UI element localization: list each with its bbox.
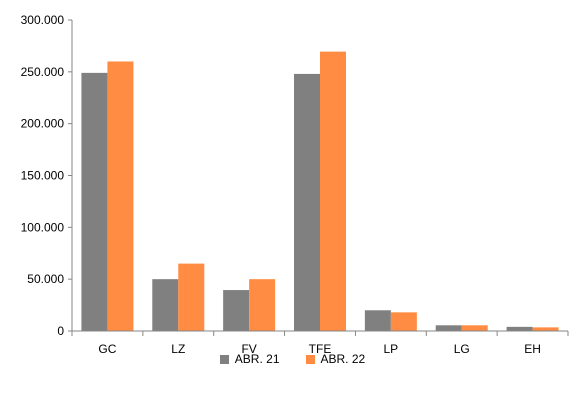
x-axis-labels: GC LZ FV TFE LP LG EH <box>98 342 540 356</box>
x-tick-label: GC <box>98 342 116 356</box>
bar-lz-abr-21 <box>152 279 179 331</box>
bar-fv-abr-21 <box>223 290 250 331</box>
bar-tfe-abr-21 <box>294 73 320 331</box>
bar-lg-abr-21 <box>435 325 462 331</box>
x-tick-label: TFE <box>309 342 332 356</box>
bar-lg-abr-22 <box>461 325 488 331</box>
y-tick-label: 0 <box>57 324 64 338</box>
bar-lz-abr-22 <box>178 263 205 331</box>
y-tick-label: 150.000 <box>21 169 65 183</box>
legend-swatch-abr-22 <box>305 354 315 364</box>
y-tick-label: 200.000 <box>21 117 65 131</box>
bar-lp-abr-21 <box>364 310 391 331</box>
legend-item-abr-22: ABR. 22 <box>305 352 366 366</box>
y-tick-label: 250.000 <box>21 65 65 79</box>
x-tick-label: LZ <box>171 342 185 356</box>
bar-gc-abr-21 <box>81 72 108 332</box>
bar-tfe-abr-22 <box>320 51 346 331</box>
x-tick-label: EH <box>524 342 541 356</box>
y-tick-label: 300.000 <box>21 13 65 27</box>
y-tick-label: 100.000 <box>21 220 65 234</box>
legend-label-abr-22: ABR. 22 <box>320 352 366 366</box>
legend: ABR. 21 ABR. 22 <box>0 352 585 366</box>
axes <box>71 20 569 336</box>
y-axis-ticks: 0 50.000 100.000 150.000 200.000 250.000 300.0… <box>21 13 72 338</box>
bar-eh-abr-21 <box>506 326 533 331</box>
legend-label-abr-21: ABR. 21 <box>234 352 280 366</box>
bar-gc-abr-22 <box>107 61 134 331</box>
y-tick-label: 50.000 <box>27 272 64 286</box>
bars <box>81 51 559 332</box>
x-tick-label: FV <box>241 342 256 356</box>
bar-eh-abr-22 <box>532 327 559 331</box>
legend-swatch-abr-21 <box>219 354 229 364</box>
bar-fv-abr-22 <box>249 279 276 331</box>
x-tick-label: LP <box>384 342 399 356</box>
legend-item-abr-21: ABR. 21 <box>219 352 280 366</box>
bar-lp-abr-22 <box>390 312 417 331</box>
x-tick-label: LG <box>454 342 470 356</box>
